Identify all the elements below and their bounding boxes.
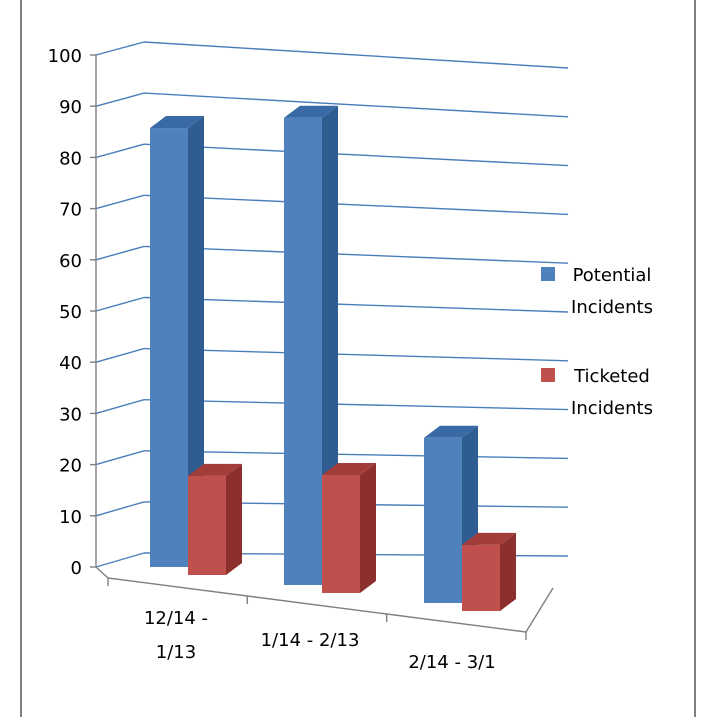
floor-edge-left [95,566,109,579]
legend-swatch [541,267,555,281]
y-tick-label: 90 [59,97,82,118]
y-tick-label: 80 [59,148,82,169]
bar-side [360,463,376,593]
category-label: 2/14 - 3/1 [408,652,495,673]
legend-label: Ticketed Incidents [571,366,653,419]
bar-side [500,532,516,611]
gridline-back [143,41,569,69]
bar-front [462,544,500,611]
y-tick-label: 60 [59,251,82,272]
legend-swatch [541,368,555,382]
chart-frame [20,0,696,717]
y-tick-label: 70 [59,200,82,221]
legend-label: Potential Incidents [571,265,653,318]
bar-potential-0 [150,116,204,568]
bar-side [188,116,204,567]
bar-potential-1 [284,105,338,585]
category-label: 12/14 -1/13 [144,608,208,663]
category-labels: 12/14 -1/13 1/14 - 2/13 2/14 - 3/1 [144,608,496,673]
y-tick-label: 10 [59,507,82,528]
gridline-side [95,41,145,56]
gridline-side [95,143,145,159]
bar-front [150,128,188,568]
bar-ticketed-0 [188,463,242,575]
gridline-side [95,552,145,568]
gridline-side [95,92,145,107]
y-tick-label: 0 [71,558,82,579]
y-tick-label: 100 [48,46,82,67]
bar-front [322,475,360,593]
gridline-side [95,245,145,261]
gridline-side [95,296,145,312]
bar-side [322,105,338,585]
axes [90,54,554,640]
gridline-back [143,143,569,167]
bar-ticketed-1 [322,463,376,593]
gridline-side [95,450,145,466]
gridline-side [95,347,145,363]
y-tick-label: 40 [59,353,82,374]
y-tick-label: 50 [59,302,82,323]
bar-top [188,463,242,476]
bars [150,105,516,611]
category-label: 1/14 - 2/13 [261,630,360,651]
bar-side [226,463,242,575]
bar-front [284,117,322,585]
bar-top [462,532,516,545]
bar-top [424,425,478,438]
y-tick-label: 20 [59,456,82,477]
gridline-back [143,450,569,460]
floor-edge-right [525,587,554,633]
bar-top [150,116,204,129]
y-tick-labels: 0 10 20 30 40 50 60 70 80 90 100 [48,46,82,579]
bar-ticketed-2 [462,532,516,611]
gridline-back [143,245,569,264]
gridline-back [143,296,569,313]
gridline-back [143,92,569,118]
gridline-back [143,194,569,216]
bar-front [188,475,226,575]
gridlines [95,41,569,568]
y-tick-label: 30 [59,404,82,425]
bar-top [284,105,338,118]
gridline-back [143,399,569,411]
gridline-side [95,501,145,517]
gridline-back [143,347,569,362]
bar-front [424,437,462,603]
x-axis-line [107,577,527,633]
bar-top [322,463,376,475]
gridline-side [95,194,145,210]
legend: Potential Incidents Ticketed Incidents [541,265,653,419]
gridline-side [95,399,145,415]
